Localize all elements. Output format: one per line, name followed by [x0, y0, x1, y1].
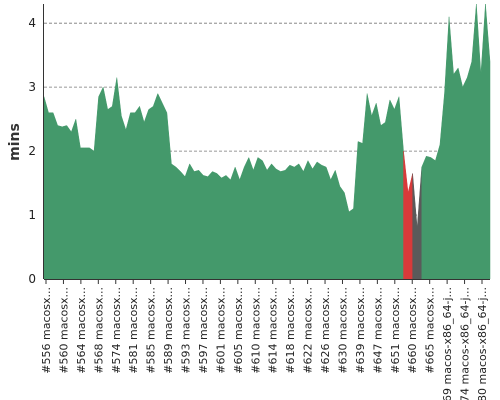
- x-tick-label: #674 macos-x86_64-j...: [459, 287, 472, 400]
- x-tick-label: #680 macos-x86_64-j...: [476, 287, 489, 400]
- x-tick-label: #605 macosx...: [232, 287, 245, 374]
- x-tick-label: #610 macosx...: [249, 287, 262, 374]
- area-segment-normal: [421, 3, 491, 280]
- y-tick-label: 3: [28, 80, 36, 94]
- y-axis-title: mins: [7, 123, 23, 161]
- x-tick-labels: #556 macosx... #560 macosx... #564 macosx.…: [40, 287, 489, 400]
- x-tick-label: #614 macosx...: [267, 287, 280, 374]
- x-tick-label: #665 macosx...: [424, 287, 437, 374]
- x-tick-label: #568 macosx...: [92, 287, 105, 374]
- x-tick-label: #618 macosx...: [284, 287, 297, 374]
- area-segment-aborted: [412, 167, 422, 280]
- area-series: [43, 3, 491, 280]
- x-tick-label: #639 macosx...: [354, 287, 367, 374]
- x-tick-label: #601 macosx...: [214, 287, 227, 374]
- x-tick-label: #651 macosx...: [389, 287, 402, 374]
- x-tick-label: #647 macosx...: [371, 287, 384, 374]
- x-tick-label: #556 macosx...: [40, 287, 53, 374]
- y-tick-label: 0: [28, 272, 36, 286]
- area-segment-normal: [43, 77, 404, 280]
- x-tick-label: #660 macosx...: [406, 287, 419, 374]
- x-tick-label: #589 macosx...: [162, 287, 175, 374]
- x-tick-label: #622 macosx...: [302, 287, 315, 374]
- x-tick-label: #630 macosx...: [336, 287, 349, 374]
- y-tick-labels: 0 1 2 3 4: [28, 16, 36, 286]
- x-tick-label: #626 macosx...: [319, 287, 332, 374]
- axes: [43, 4, 490, 284]
- x-tick-label: #585 macosx...: [145, 287, 158, 374]
- y-tick-label: 4: [28, 16, 36, 30]
- x-tick-label: #669 macos-x86_64-j...: [441, 287, 454, 400]
- y-tick-label: 2: [28, 144, 36, 158]
- x-tick-label: #581 macosx...: [127, 287, 140, 374]
- x-tick-label: #560 macosx...: [57, 287, 70, 374]
- x-tick-label: #574 macosx...: [110, 287, 123, 374]
- x-tick-label: #593 macosx...: [180, 287, 193, 374]
- area-segment-failed: [403, 151, 413, 280]
- x-tick-label: #597 macosx...: [197, 287, 210, 374]
- x-tick-label: #564 macosx...: [75, 287, 88, 374]
- y-tick-label: 1: [28, 208, 36, 222]
